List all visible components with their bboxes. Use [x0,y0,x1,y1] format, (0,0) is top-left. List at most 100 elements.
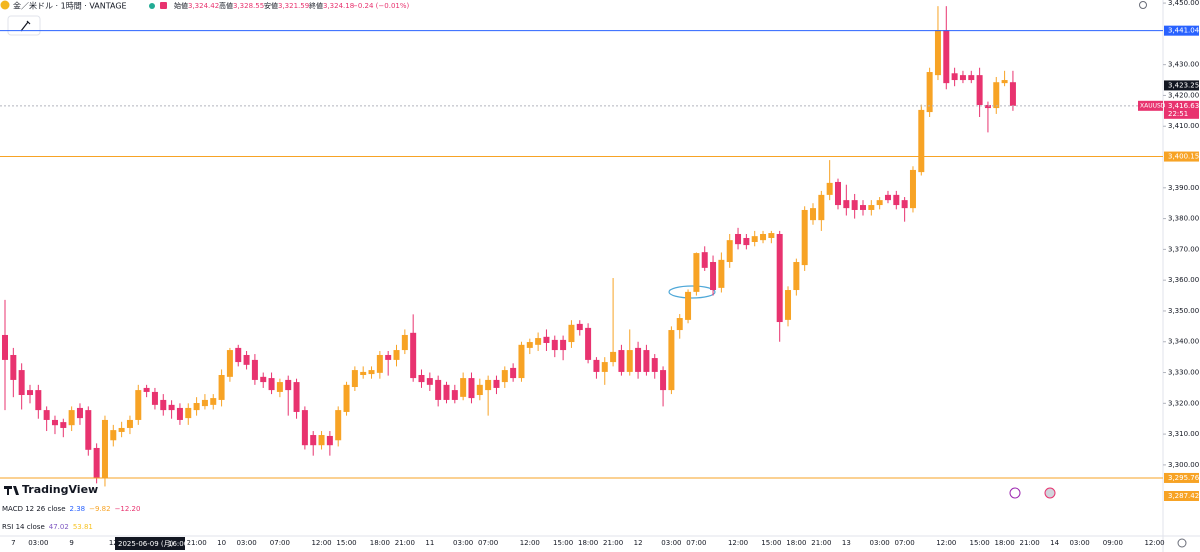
x-tick-label: 14 [1050,539,1059,547]
flag-icon[interactable] [160,2,167,9]
candle-body [243,354,250,365]
candle-body [793,262,800,291]
candle-body [385,354,392,360]
indicator-value: −9.82 [89,505,110,513]
candle-body [959,75,966,81]
candle-body [43,410,50,420]
draw-tool-button[interactable] [7,15,41,36]
candle-body [468,378,475,399]
x-tick-label: 15:00 [970,539,990,547]
logo: TradingView [22,483,98,496]
candle-body [276,382,283,392]
candle-body [585,327,592,360]
candle-body [601,362,608,372]
last-price-box [1164,100,1199,119]
level-label-box [1164,491,1199,501]
y-tick-label: 3,380.00 [1168,215,1199,223]
candle-body [460,378,467,397]
candle-body [801,209,808,266]
x-tick-label: 7 [11,539,15,547]
candle-body [510,367,517,379]
candle-body [443,384,450,400]
legend-change: −0.24 (−0.01%) [352,2,410,10]
candle-body [26,390,33,396]
candle-body [410,332,417,379]
x-tick-label: 03:00 [28,539,48,547]
candle-body [193,403,200,411]
candle-body [651,358,658,372]
indicators: MACD 12 26 close 2.38 −9.82 −12.20 RSI 14 cl… [2,505,140,531]
x-tick-label: 03:00 [870,539,890,547]
candle-body [693,253,700,292]
candle-body [593,359,600,372]
legend-open-name: 始値 [174,1,188,10]
candle-body [201,399,208,407]
timezone-icon[interactable] [1177,538,1187,548]
indicator-name: MACD 12 26 close [2,505,66,513]
symbol-box [1138,100,1163,111]
event-icon[interactable] [1009,487,1021,499]
level-label: 3,400.15 [1168,153,1199,161]
candle-body [560,339,567,351]
legend-low: 3,321.59 [278,2,309,10]
candle-body [176,407,183,420]
candle-body [826,182,833,195]
x-tick-label: 12:00 [1144,539,1164,547]
candle-body [110,430,117,441]
y-tick-label: 3,410.00 [1168,122,1199,130]
candle-body [301,410,308,446]
candle-body [10,354,17,380]
x-tick-label: 18:00 [370,539,390,547]
candle-body [743,237,750,246]
candle-body [251,359,258,380]
candle-body [943,30,950,84]
candle-body [926,72,933,113]
last-price-label: 3,416.63 [1168,102,1199,110]
settings-icon[interactable] [1139,1,1147,9]
candle-body [451,390,458,400]
level-label-box [1164,472,1199,483]
candle-body [18,370,25,396]
candle-body [85,410,92,450]
x-tick-label: 21:00 [603,539,623,547]
x-tick-label: 03:00 [236,539,256,547]
candle-body [810,208,817,221]
candle-body [268,378,275,391]
level-label: 3,287.42 [1168,492,1199,500]
candle-body [668,330,675,391]
candle-body [518,344,525,379]
candle-body [851,200,858,210]
x-tick-label: 15:00 [761,539,781,547]
x-tick-label: 21:00 [811,539,831,547]
candle-body [776,233,783,323]
candle-body [618,350,625,372]
x-tick-label: 07:00 [270,539,290,547]
y-tick-label: 3,300.00 [1168,461,1199,469]
candle-body [968,75,975,81]
candle-body [51,419,58,426]
candle-body [551,339,558,351]
y-tick-label: 3,340.00 [1168,338,1199,346]
x-tick-label: 12:00 [728,539,748,547]
candle-body [835,181,841,206]
candle-body [118,427,125,432]
candle-body [393,350,400,360]
y-tick-label: 3,390.00 [1168,184,1199,192]
level-label: 3,295.76 [1168,474,1200,482]
candle-body [235,347,242,363]
symbol-icon [0,0,10,10]
candle-body [93,447,100,478]
x-tick-label: 03:00 [1069,539,1089,547]
event-flag-icon[interactable] [1044,487,1056,499]
indicator-value: 2.38 [70,505,86,513]
candle-body [626,350,633,372]
x-tick-label: 03:00 [453,539,473,547]
candle-body [768,233,775,238]
candle-body [168,404,175,411]
legend-low-name: 安値 [264,1,278,10]
ellipse-drawing [668,285,716,299]
candle-body [543,336,550,343]
candle-body [818,194,825,221]
